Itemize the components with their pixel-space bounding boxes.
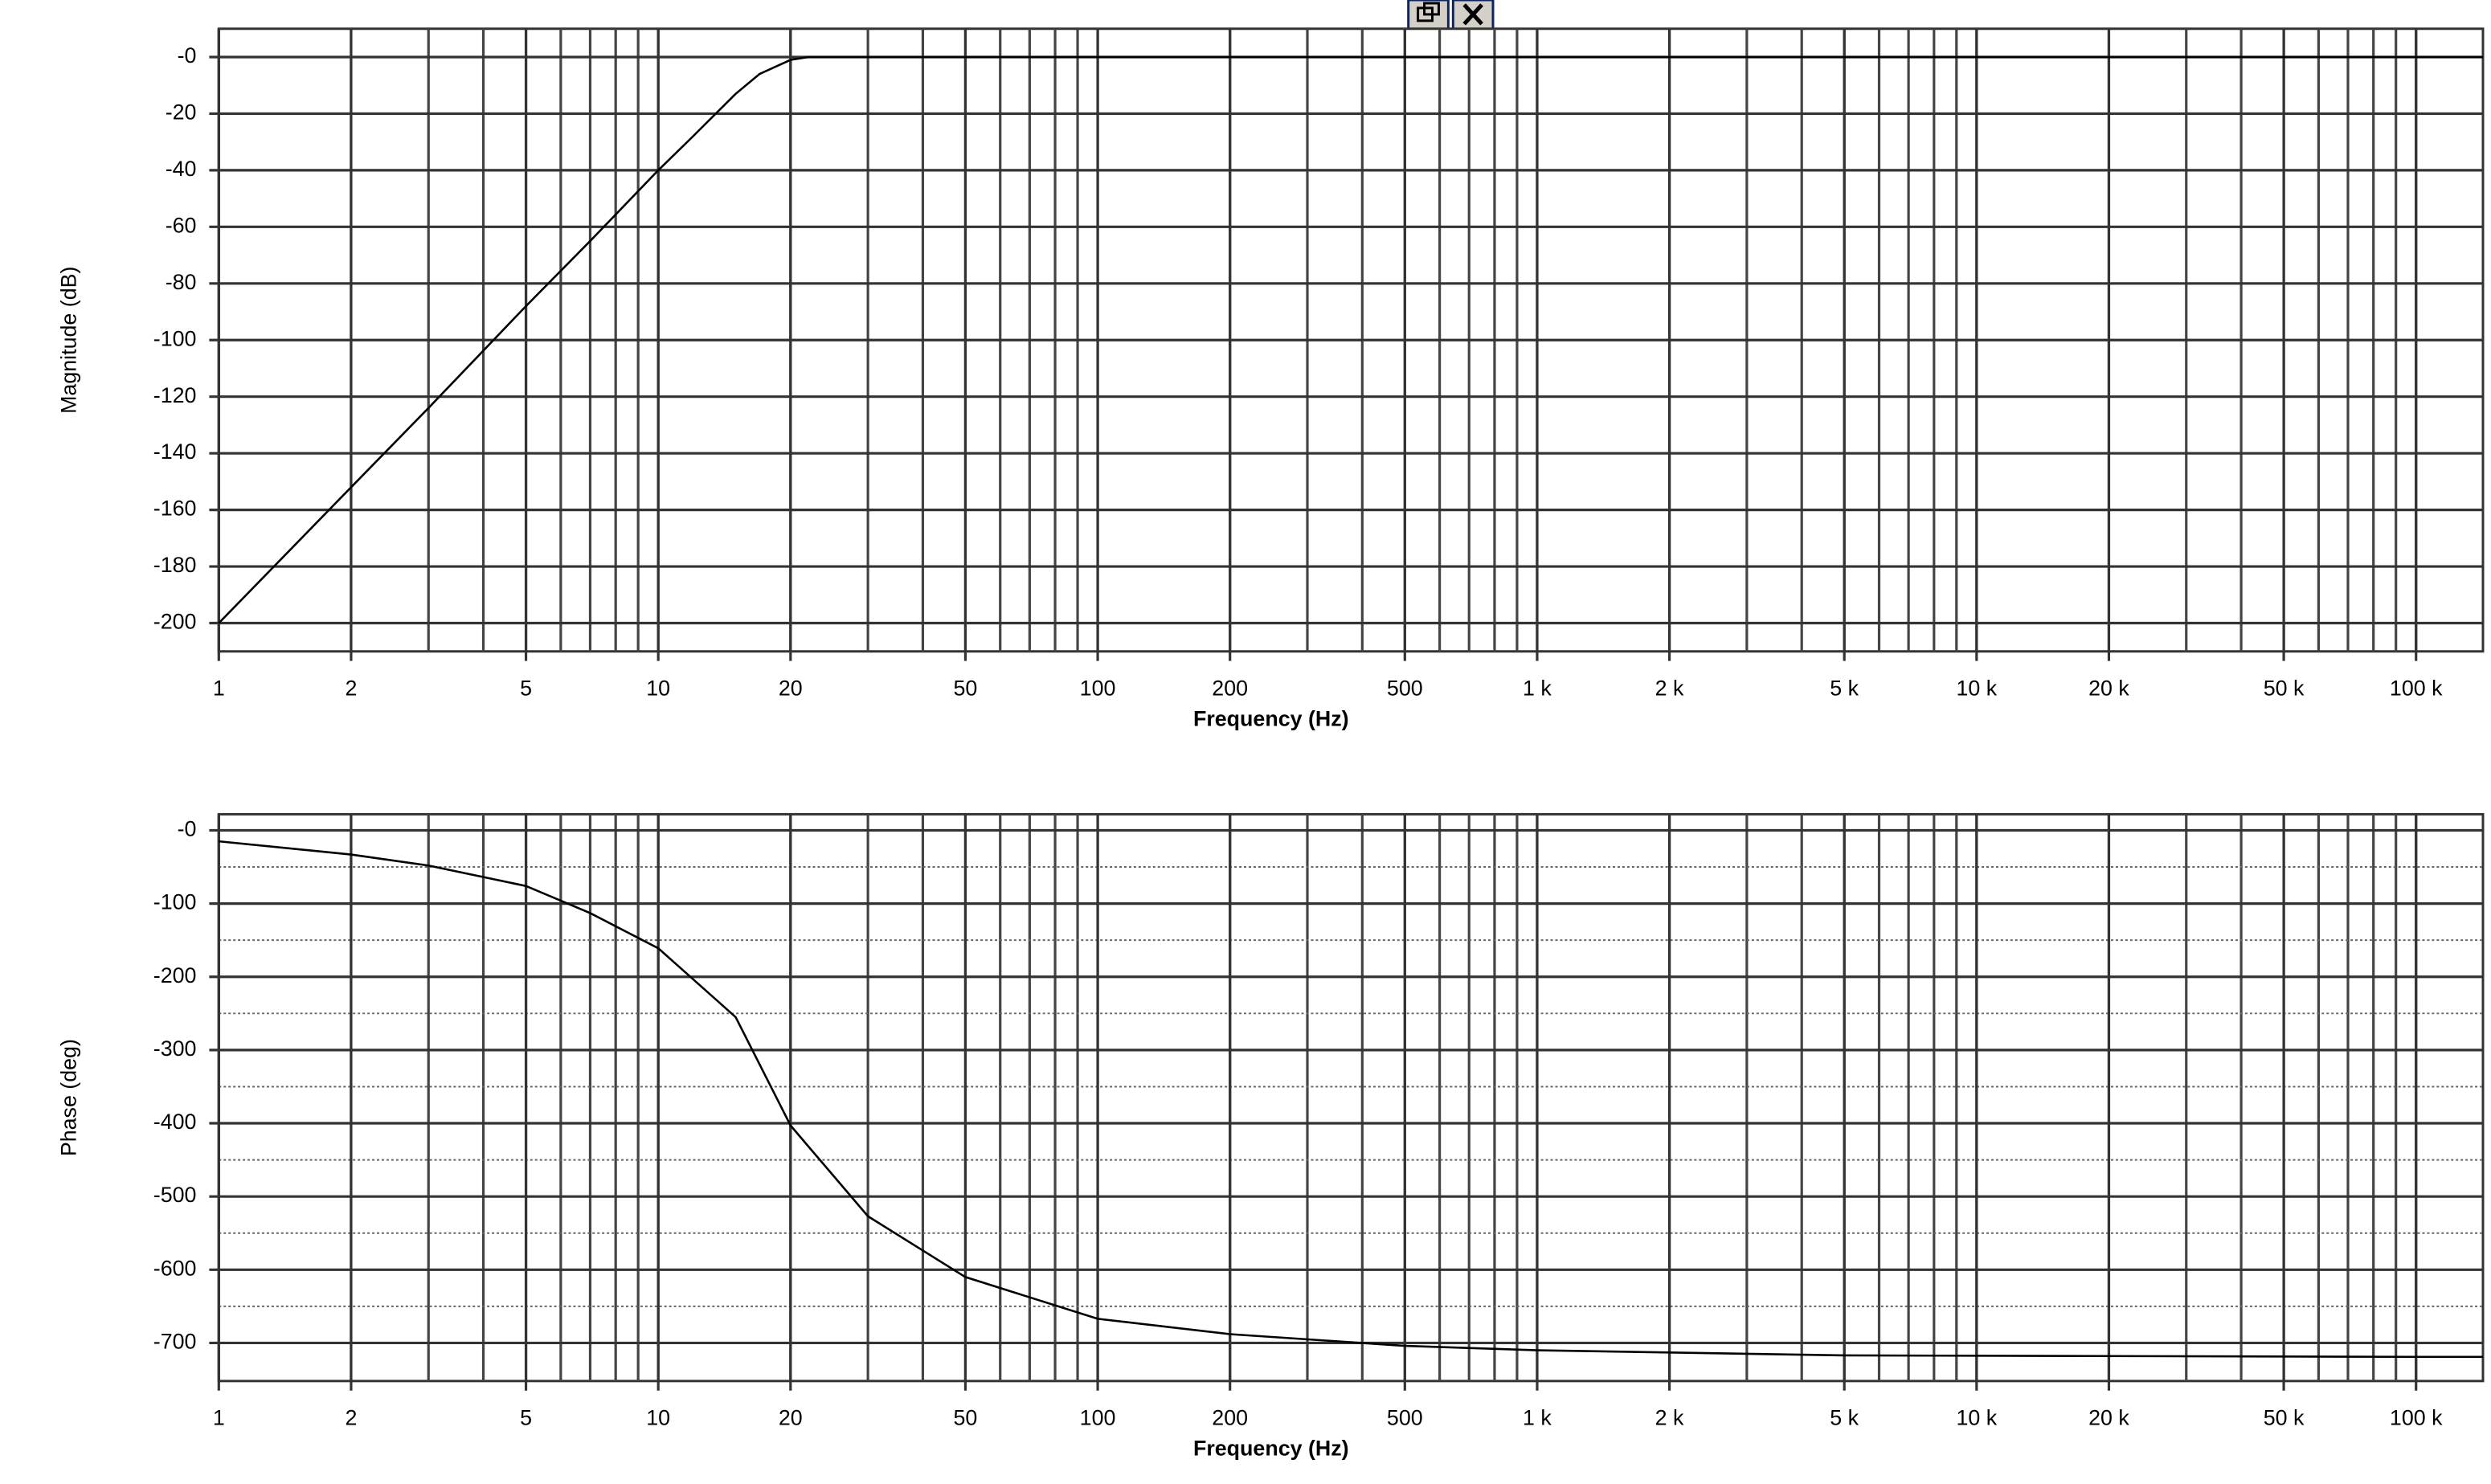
x-tick-label: 1 k bbox=[1523, 677, 1552, 701]
x-tick-label: 10 bbox=[646, 1406, 670, 1430]
y-tick-label: -100 bbox=[153, 326, 197, 350]
data-line bbox=[218, 55, 2483, 624]
y-tick-label: -300 bbox=[153, 1036, 197, 1061]
x-tick-label: 1 bbox=[213, 677, 225, 701]
x-axis-label: Frequency (Hz) bbox=[1193, 1436, 1349, 1460]
y-tick-label: -40 bbox=[166, 157, 197, 181]
y-axis-label: Magnitude (dB) bbox=[57, 267, 81, 414]
y-tick-label: -500 bbox=[153, 1183, 197, 1207]
y-tick-label: -100 bbox=[153, 890, 197, 914]
x-tick-label: 200 bbox=[1212, 677, 1248, 701]
x-tick-label: 200 bbox=[1212, 1406, 1248, 1430]
x-tick-label: 10 k bbox=[1956, 677, 1997, 701]
y-tick-label: -700 bbox=[153, 1330, 197, 1354]
x-tick-label: 50 bbox=[954, 677, 978, 701]
data-line bbox=[219, 840, 2483, 1359]
x-tick-label: 10 k bbox=[1956, 1406, 1997, 1430]
x-tick-label: 1 k bbox=[1523, 1406, 1552, 1430]
close-icon bbox=[1462, 3, 1483, 26]
y-tick-label: -180 bbox=[153, 553, 197, 577]
y-tick-label: -120 bbox=[153, 383, 197, 407]
y-tick-label: -0 bbox=[178, 817, 197, 841]
y-tick-label: -160 bbox=[153, 497, 197, 521]
x-tick-label: 20 k bbox=[2088, 1406, 2129, 1430]
x-tick-label: 2 k bbox=[1655, 677, 1684, 701]
y-tick-label: -400 bbox=[153, 1110, 197, 1134]
x-tick-label: 2 bbox=[345, 677, 357, 701]
plot-area bbox=[217, 812, 2485, 1383]
x-tick-label: 5 bbox=[520, 1406, 532, 1430]
y-axis-label: Phase (deg) bbox=[57, 1039, 81, 1156]
x-tick-label: 10 bbox=[646, 677, 670, 701]
y-tick-label: -200 bbox=[153, 610, 197, 634]
x-tick-label: 2 k bbox=[1655, 1406, 1684, 1430]
restore-icon bbox=[1423, 2, 1440, 16]
x-tick-label: 20 bbox=[779, 677, 803, 701]
y-tick-label: -80 bbox=[166, 270, 197, 294]
x-tick-label: 500 bbox=[1387, 1406, 1423, 1430]
x-tick-label: 1 bbox=[213, 1406, 225, 1430]
x-tick-label: 50 k bbox=[2264, 677, 2305, 701]
window-buttons bbox=[1407, 0, 1495, 32]
x-tick-label: 20 k bbox=[2088, 677, 2129, 701]
x-axis-label: Frequency (Hz) bbox=[1193, 706, 1349, 730]
y-tick-label: -140 bbox=[153, 439, 197, 464]
x-tick-label: 20 bbox=[779, 1406, 803, 1430]
x-tick-label: 100 k bbox=[2390, 1406, 2443, 1430]
x-tick-label: 5 k bbox=[1830, 1406, 1859, 1430]
x-tick-label: 50 k bbox=[2264, 1406, 2305, 1430]
x-tick-label: 5 k bbox=[1830, 677, 1859, 701]
x-tick-label: 50 bbox=[954, 1406, 978, 1430]
x-tick-label: 2 bbox=[345, 1406, 357, 1430]
y-tick-label: -0 bbox=[178, 43, 197, 67]
y-tick-label: -200 bbox=[153, 963, 197, 987]
y-tick-label: -600 bbox=[153, 1256, 197, 1280]
x-tick-label: 100 bbox=[1080, 677, 1116, 701]
x-tick-label: 5 bbox=[520, 677, 532, 701]
x-tick-label: 100 bbox=[1080, 1406, 1116, 1430]
y-tick-label: -60 bbox=[166, 213, 197, 237]
x-tick-label: 100 k bbox=[2390, 677, 2443, 701]
x-tick-label: 500 bbox=[1387, 677, 1423, 701]
y-tick-label: -20 bbox=[166, 100, 197, 125]
